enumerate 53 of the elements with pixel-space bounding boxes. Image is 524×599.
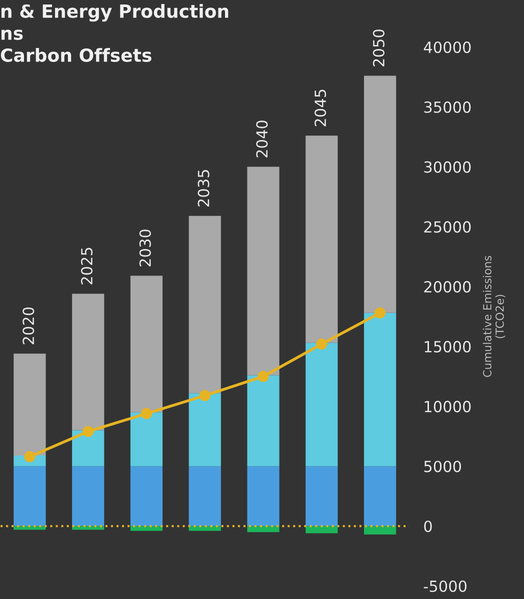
point <box>24 451 36 462</box>
x-tick-label: 2040 <box>256 120 268 158</box>
x-tick-label: 2020 <box>22 307 34 344</box>
bar <box>14 354 46 456</box>
y-tick-label: 40000 <box>424 41 471 54</box>
y-axis-title: Cumulative Emissions (TCO2e) <box>482 256 506 377</box>
point <box>140 408 152 420</box>
y-tick-label: 30000 <box>424 161 471 173</box>
text: ns <box>2 30 23 40</box>
bar <box>72 466 104 526</box>
y-tick-label: 15000 <box>424 340 471 352</box>
x-tick-label: 2035 <box>198 170 210 206</box>
point <box>82 426 94 438</box>
y-tick-label: 5000 <box>424 460 461 472</box>
y-tick-label: -5000 <box>424 580 467 592</box>
bar <box>130 466 163 526</box>
y-tick-label: 0 <box>424 520 432 532</box>
point <box>199 390 210 402</box>
y-tick-label: 10000 <box>424 400 471 412</box>
bar <box>130 526 163 531</box>
y-tick-label: 25000 <box>424 221 471 233</box>
bar <box>130 412 163 466</box>
bar <box>188 466 221 526</box>
bar <box>14 466 46 526</box>
bar <box>306 466 338 526</box>
bar <box>306 526 338 534</box>
bar <box>72 294 104 430</box>
annotation: Carbon Offsets <box>0 48 152 62</box>
bar <box>72 430 104 466</box>
bar <box>188 526 221 531</box>
text: n & Energy Production <box>2 4 228 22</box>
bar <box>247 375 280 466</box>
x-tick-label: 2025 <box>80 248 93 284</box>
bar <box>364 312 396 466</box>
bar <box>306 136 338 343</box>
bar <box>188 216 221 394</box>
bar <box>306 342 338 466</box>
point <box>374 307 386 318</box>
bar <box>364 76 396 313</box>
point <box>258 370 269 382</box>
bar <box>364 526 396 534</box>
bar <box>130 276 163 412</box>
bar <box>247 526 280 532</box>
bar <box>247 466 280 526</box>
x-tick-label: 2030 <box>139 230 151 266</box>
bar <box>364 466 396 526</box>
y-tick-label: 35000 <box>424 101 471 113</box>
x-tick-label: 2045 <box>314 90 326 126</box>
bar <box>188 393 221 466</box>
x-tick-label: 2050 <box>372 30 384 66</box>
y-tick-label: 20000 <box>424 281 471 293</box>
bar <box>247 166 280 376</box>
point <box>316 338 328 350</box>
